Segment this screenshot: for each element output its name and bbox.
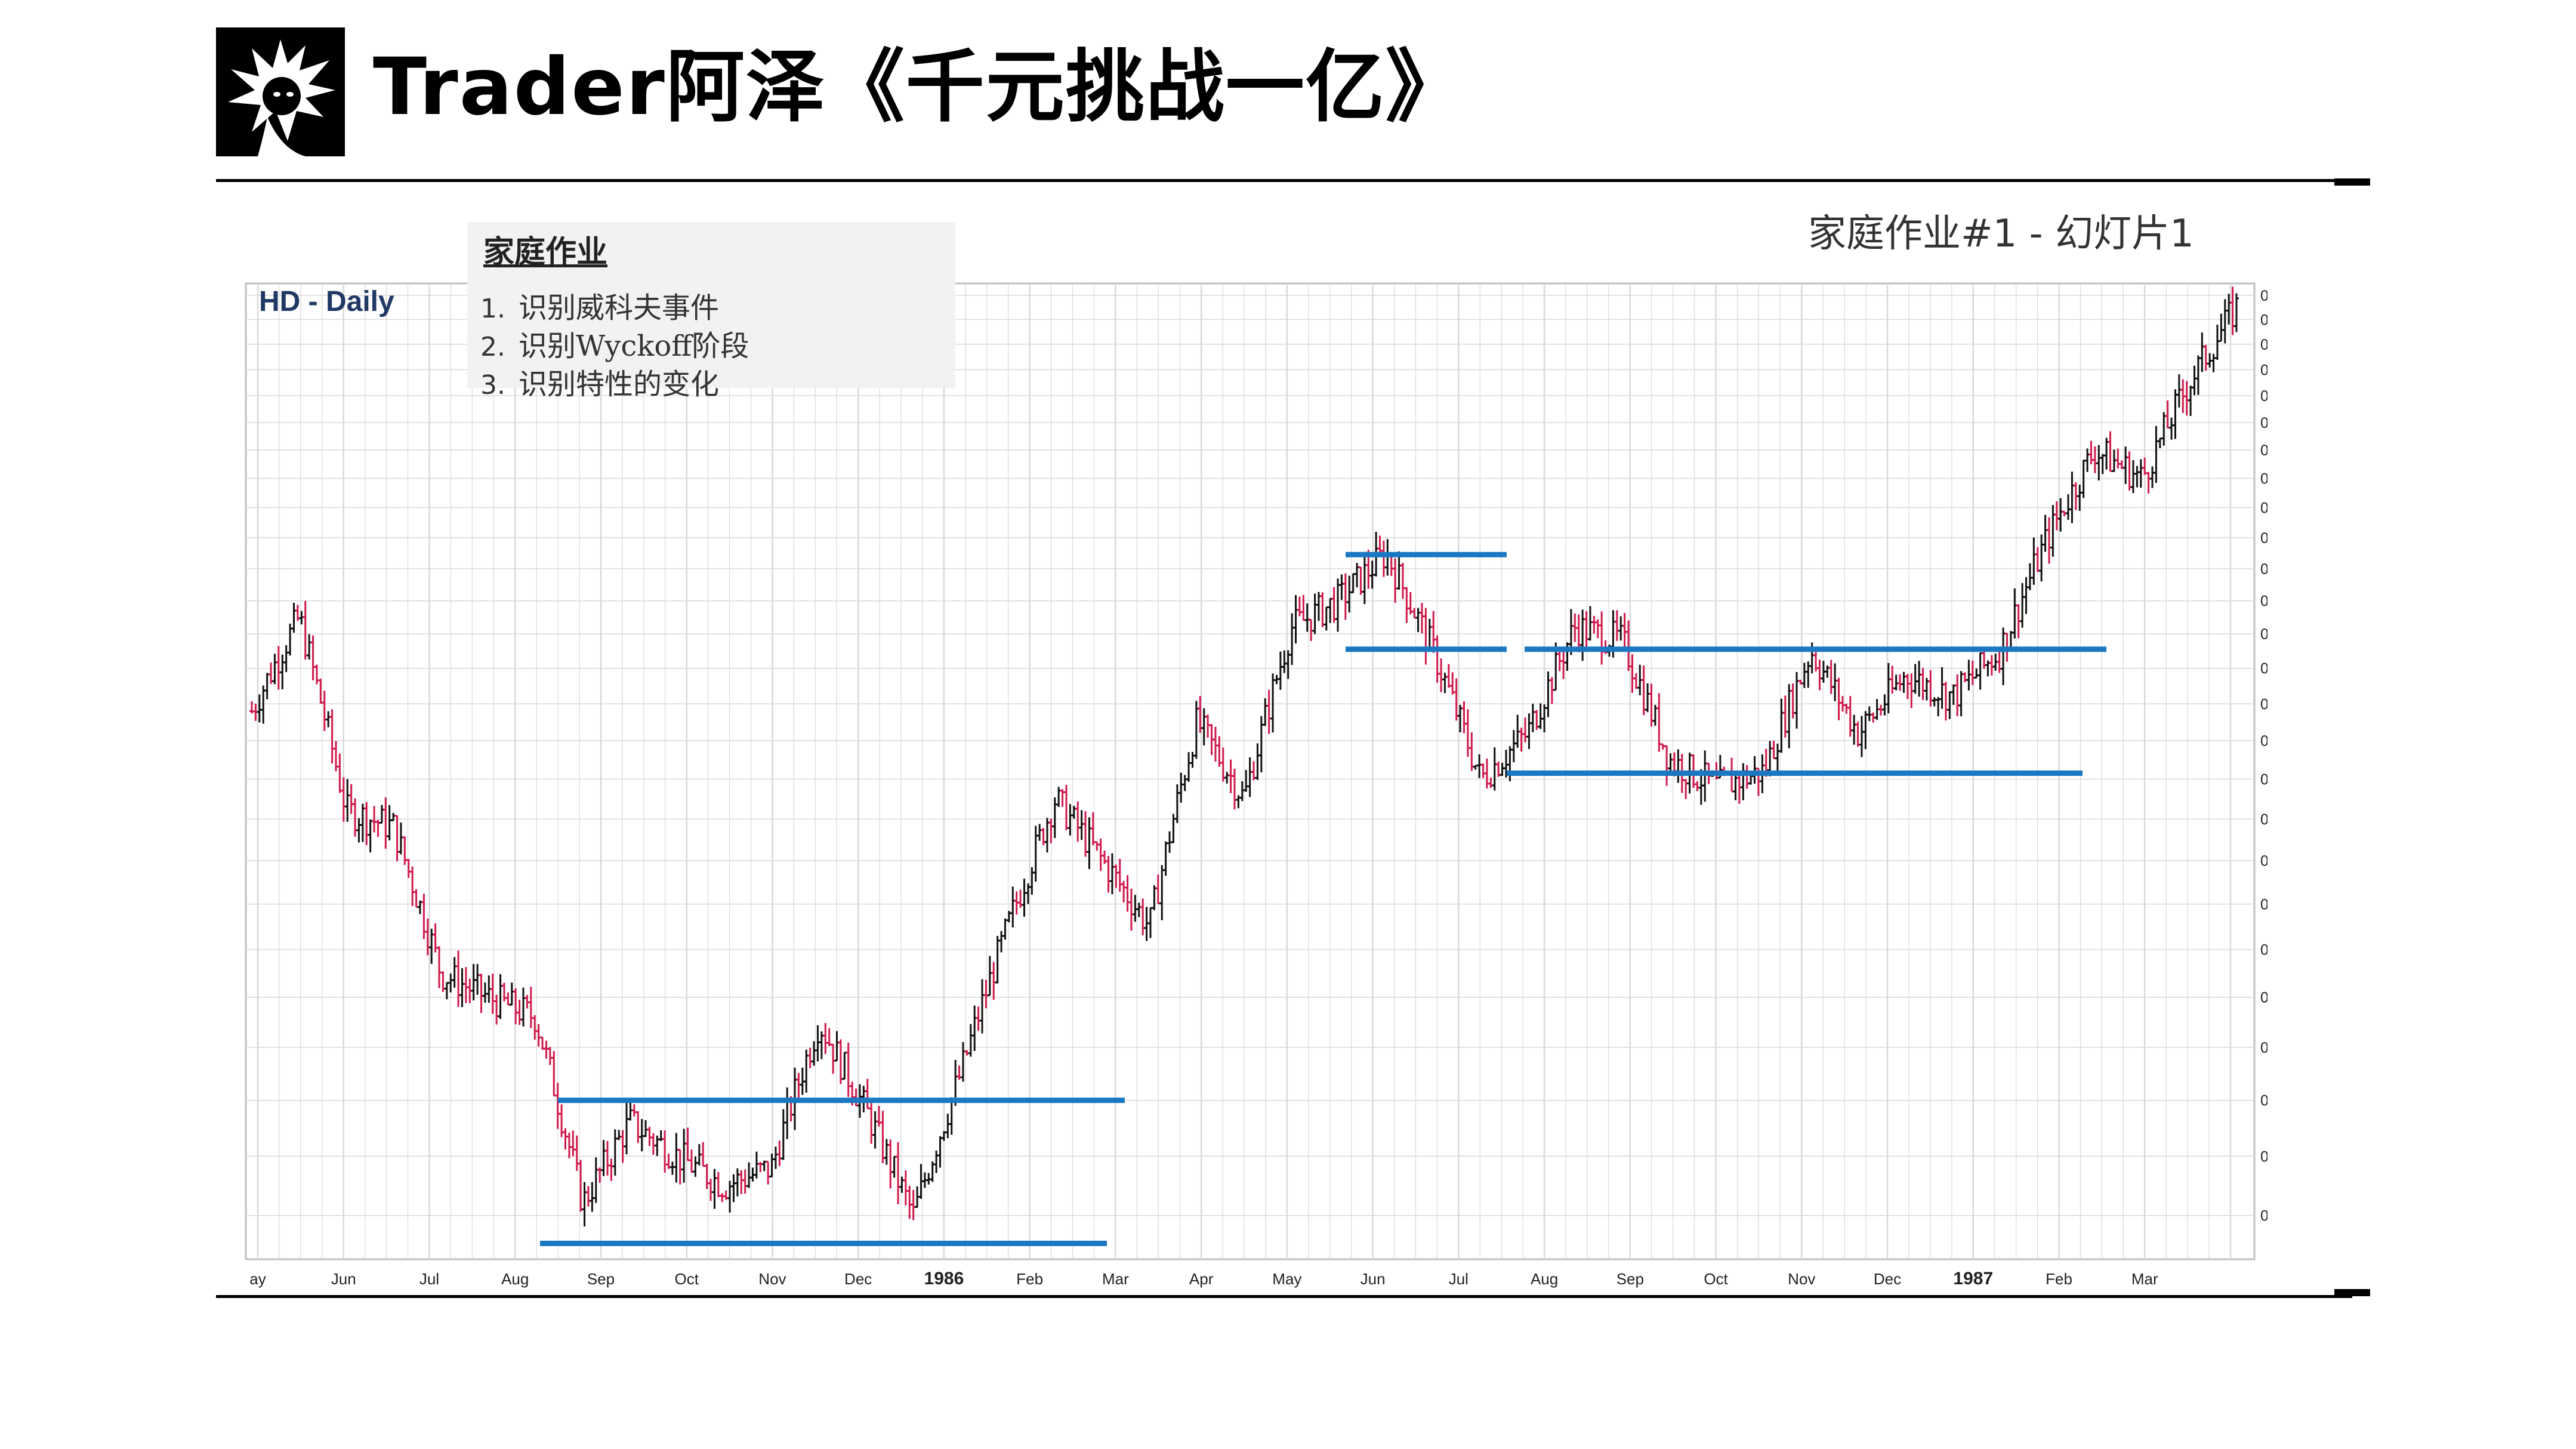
homework-item-text: 识别Wyckoff阶段	[518, 329, 749, 363]
homework-title: 家庭作业	[483, 235, 608, 270]
price-chart: ay Jun Jul Aug Sep Oct Nov Dec 1986 Feb Mar Apr May J…	[245, 282, 2268, 1288]
x-tick-label: May	[1272, 1270, 1301, 1288]
y-tick-label: 0.340	[2260, 471, 2268, 488]
x-tick-label: Sep	[587, 1270, 615, 1288]
y-tick-label: 0.380	[2260, 362, 2268, 378]
y-tick-label: 0.180	[2260, 1093, 2268, 1109]
homework-item: 3. 识别特性的变化	[480, 360, 719, 402]
x-tick-label: Nov	[1788, 1270, 1815, 1288]
homework-item-number: 3.	[480, 370, 505, 400]
x-tick-label: Jun	[1361, 1270, 1386, 1288]
y-tick-label: 0.240	[2260, 811, 2268, 828]
slide-label: 家庭作业#1 - 幻灯片1	[1808, 212, 2194, 256]
footer-divider-end-mark	[2334, 1289, 2370, 1296]
x-tick-label: Jul	[419, 1270, 439, 1288]
y-tick-label: 0.260	[2260, 733, 2268, 750]
homework-item: 1. 识别威科夫事件	[480, 284, 719, 326]
x-tick-label: Oct	[674, 1270, 699, 1288]
y-tick-label: 0.170	[2260, 1148, 2268, 1165]
y-tick-label: 0.160	[2260, 1208, 2268, 1225]
spiky-hair-avatar-icon	[216, 27, 345, 156]
x-tick-label: Mar	[1102, 1270, 1129, 1288]
y-tick-label: 0.370	[2260, 388, 2268, 405]
y-tick-label: 0.250	[2260, 771, 2268, 788]
x-tick-label: 1986	[924, 1269, 964, 1288]
y-tick-label: 0.270	[2260, 696, 2268, 713]
header-divider-end-mark	[2334, 178, 2370, 186]
y-tick-label: 0.320	[2260, 530, 2268, 547]
y-tick-label: 0.290	[2260, 626, 2268, 643]
y-tick-label: 0.190	[2260, 1040, 2268, 1056]
homework-item-text: 识别威科夫事件	[518, 291, 719, 325]
y-tick-label: 0.210	[2260, 942, 2268, 958]
x-tick-label: Sep	[1616, 1270, 1644, 1288]
y-tick-label: 0.300	[2260, 593, 2268, 610]
x-tick-label: ay	[249, 1270, 266, 1288]
ticker-label: HD - Daily	[259, 286, 394, 317]
y-tick-label: 0.400	[2260, 312, 2268, 328]
y-tick-label: 0.390	[2260, 337, 2268, 353]
logo	[216, 27, 345, 156]
x-tick-label: Dec	[844, 1270, 872, 1288]
y-tick-label: 0.310	[2260, 561, 2268, 578]
homework-item-text: 识别特性的变化	[518, 368, 719, 401]
x-tick-label: Dec	[1874, 1270, 1901, 1288]
homework-item-number: 1.	[480, 294, 505, 324]
y-tick-label: 0.330	[2260, 500, 2268, 517]
x-tick-label: Mar	[2131, 1270, 2158, 1288]
homework-box	[467, 222, 955, 388]
x-tick-label: Jul	[1449, 1270, 1469, 1288]
y-tick-label: 0.280	[2260, 661, 2268, 677]
homework-item: 2. 识别Wyckoff阶段	[480, 322, 749, 364]
y-tick-label: 0.360	[2260, 415, 2268, 431]
x-tick-label: Aug	[501, 1270, 529, 1288]
header-divider	[216, 179, 2352, 182]
y-tick-label: 0.200	[2260, 989, 2268, 1006]
y-tick-label: 0.350	[2260, 442, 2268, 459]
x-tick-label: Feb	[2046, 1270, 2072, 1288]
x-tick-label: Oct	[1704, 1270, 1728, 1288]
y-tick-label: 0.410	[2260, 288, 2268, 304]
page-title: Trader阿泽《千元挑战一亿》	[373, 41, 1466, 133]
y-tick-label: 0.230	[2260, 853, 2268, 870]
homework-item-number: 2.	[480, 332, 505, 362]
x-tick-label: Nov	[758, 1270, 786, 1288]
x-tick-label: 1987	[1953, 1269, 1993, 1288]
x-tick-label: Jun	[331, 1270, 356, 1288]
x-tick-label: Aug	[1531, 1270, 1558, 1288]
footer-divider	[216, 1295, 2352, 1298]
x-tick-label: Feb	[1016, 1270, 1043, 1288]
x-tick-label: Apr	[1189, 1270, 1214, 1288]
y-tick-label: 0.220	[2260, 896, 2268, 913]
